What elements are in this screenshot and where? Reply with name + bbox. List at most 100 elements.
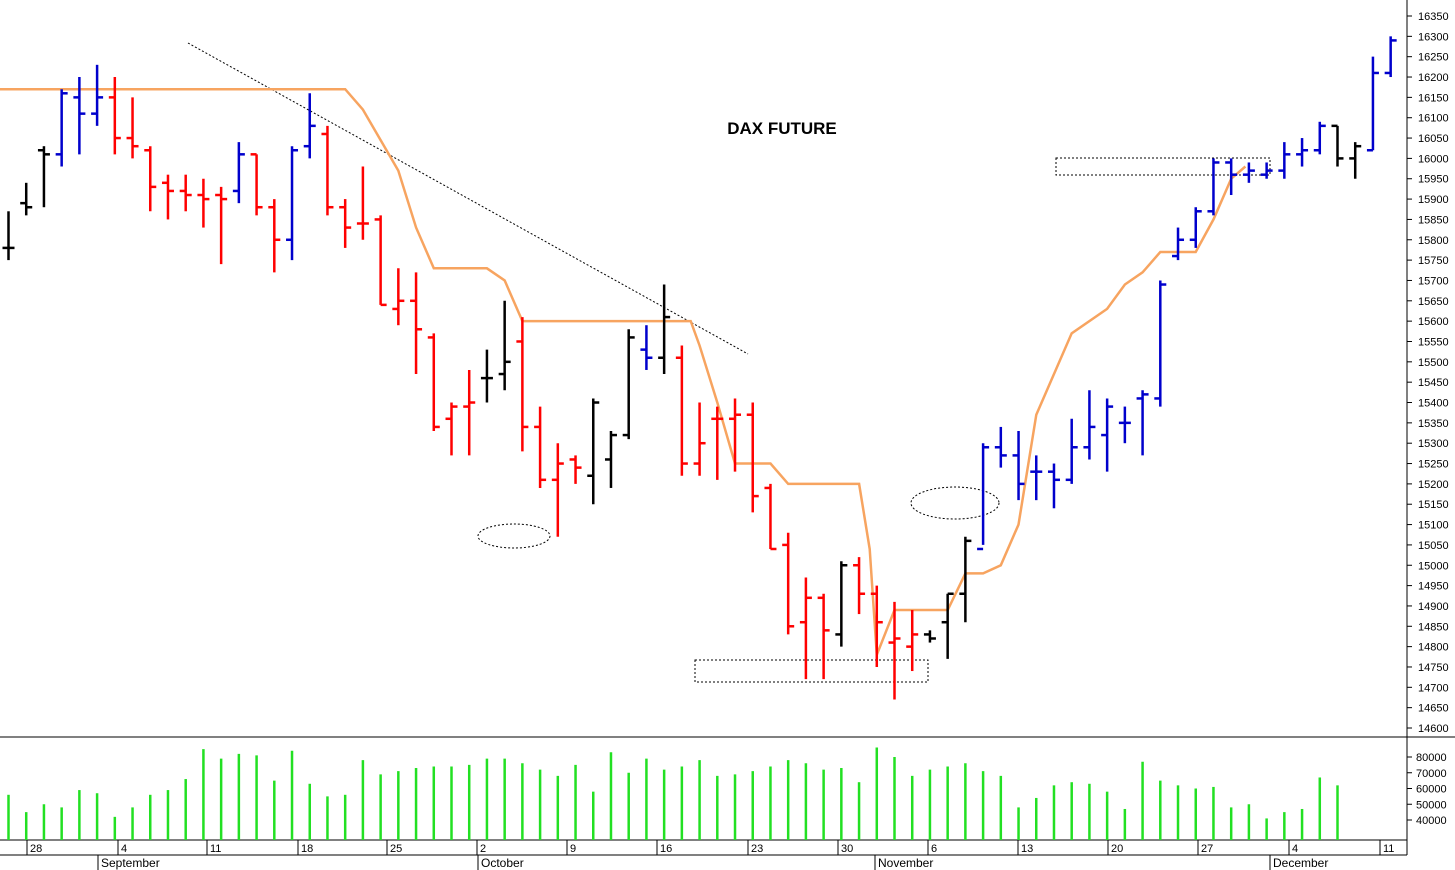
- ohlc-bar: [782, 532, 795, 635]
- price-axis: 14600 14650 14700 14750 14800 14850 14900 14950…: [1407, 11, 1449, 735]
- ohlc-bar: [144, 146, 157, 212]
- price-tick-label: 15050: [1418, 540, 1449, 552]
- ohlc-bar: [55, 89, 68, 167]
- ohlc-bar: [268, 199, 281, 273]
- ohlc-bar: [1260, 162, 1273, 179]
- ohlc-bar: [817, 593, 830, 680]
- price-tick-label: 15150: [1418, 499, 1449, 511]
- ohlc-bar: [73, 77, 86, 155]
- month-label: September: [101, 856, 160, 870]
- ohlc-bar: [640, 325, 653, 370]
- ohlc-bar: [853, 557, 866, 615]
- ohlc-bar: [1242, 162, 1255, 183]
- price-tick-label: 16250: [1418, 52, 1449, 64]
- ohlc-bar: [587, 398, 600, 505]
- month-axis: September October November December: [97, 855, 1328, 870]
- date-tick-label: 30: [841, 843, 853, 855]
- ohlc-bar: [374, 215, 387, 307]
- ohlc-bar: [498, 300, 511, 391]
- volume-bars: [7, 747, 1339, 840]
- date-tick-label: 25: [390, 843, 402, 855]
- ohlc-bar: [303, 93, 316, 159]
- ohlc-bar: [1313, 121, 1326, 155]
- ohlc-bar: [1065, 418, 1078, 484]
- ohlc-bar: [799, 577, 812, 680]
- ohlc-bar: [1136, 390, 1149, 456]
- ohlc-bar: [1384, 36, 1397, 78]
- month-label: October: [481, 856, 524, 870]
- price-bars: [2, 36, 1397, 700]
- ohlc-bar: [1349, 142, 1362, 179]
- ohlc-bar: [1118, 406, 1131, 444]
- price-tick-label: 16350: [1418, 11, 1449, 23]
- ohlc-bar: [20, 182, 33, 216]
- date-tick-label: 11: [1383, 843, 1394, 855]
- ohlc-bar: [126, 97, 139, 159]
- ohlc-bar: [410, 272, 423, 375]
- price-tick-label: 15950: [1418, 174, 1449, 186]
- volume-tick-label: 40000: [1416, 815, 1447, 827]
- ohlc-bar: [977, 443, 990, 551]
- ohlc-bar: [551, 443, 564, 537]
- volume-tick-label: 50000: [1416, 799, 1447, 811]
- price-tick-label: 15650: [1418, 296, 1449, 308]
- date-tick-label: 13: [1021, 843, 1033, 855]
- ohlc-bar: [994, 426, 1007, 468]
- price-tick-label: 16000: [1418, 153, 1449, 165]
- ohlc-bar: [108, 77, 121, 155]
- ohlc-bar: [764, 483, 777, 551]
- price-tick-label: 16200: [1418, 72, 1449, 84]
- ohlc-bar: [427, 333, 440, 431]
- ohlc-bar: [746, 402, 759, 513]
- low-ellipse-november: [910, 486, 1000, 520]
- date-tick-label: 28: [30, 843, 42, 855]
- price-tick-label: 15100: [1418, 520, 1449, 532]
- ohlc-bar: [356, 166, 369, 240]
- volume-axis: 40000 50000 60000 70000 80000: [1407, 752, 1447, 827]
- price-tick-label: 15800: [1418, 235, 1449, 247]
- ohlc-bar: [675, 345, 688, 476]
- price-tick-label: 15350: [1418, 418, 1449, 430]
- ohlc-bar: [711, 406, 724, 480]
- ohlc-bar: [693, 402, 706, 476]
- price-tick-label: 15500: [1418, 357, 1449, 369]
- ohlc-bar: [1083, 390, 1096, 460]
- ohlc-bar: [232, 142, 245, 204]
- price-tick-label: 15000: [1418, 560, 1449, 572]
- price-tick-label: 15200: [1418, 479, 1449, 491]
- low-ellipse-october: [477, 523, 551, 549]
- ohlc-bar: [941, 592, 954, 659]
- ohlc-bar: [1154, 280, 1167, 407]
- ohlc-bar: [888, 601, 901, 700]
- date-tick-label: 2: [480, 843, 486, 855]
- ohlc-bar: [569, 455, 582, 484]
- ohlc-bar: [1207, 158, 1220, 216]
- price-tick-label: 14900: [1418, 601, 1449, 613]
- ohlc-bar: [179, 174, 192, 212]
- date-tick-label: 11: [210, 843, 221, 855]
- ohlc-bar: [1225, 158, 1238, 196]
- price-tick-label: 14950: [1418, 581, 1449, 593]
- month-label: December: [1273, 856, 1328, 870]
- ohlc-bar: [835, 561, 848, 647]
- month-label: November: [878, 856, 933, 870]
- ohlc-bar: [392, 268, 405, 326]
- ohlc-bar: [339, 199, 352, 248]
- price-tick-label: 16050: [1418, 133, 1449, 145]
- ohlc-bar: [1012, 430, 1025, 501]
- price-tick-label: 14850: [1418, 621, 1449, 633]
- ohlc-bar: [250, 153, 263, 216]
- ohlc-bar: [729, 398, 742, 472]
- ohlc-bar: [321, 125, 334, 216]
- price-tick-label: 15750: [1418, 255, 1449, 267]
- price-tick-label: 14600: [1418, 723, 1449, 735]
- ohlc-bar: [1047, 463, 1060, 509]
- ohlc-bar: [923, 630, 936, 643]
- ohlc-bar: [1101, 398, 1114, 472]
- moving-average-line: [0, 87, 1247, 656]
- support-box: [694, 659, 929, 683]
- volume-tick-label: 80000: [1416, 752, 1447, 764]
- ohlc-bar: [286, 146, 299, 261]
